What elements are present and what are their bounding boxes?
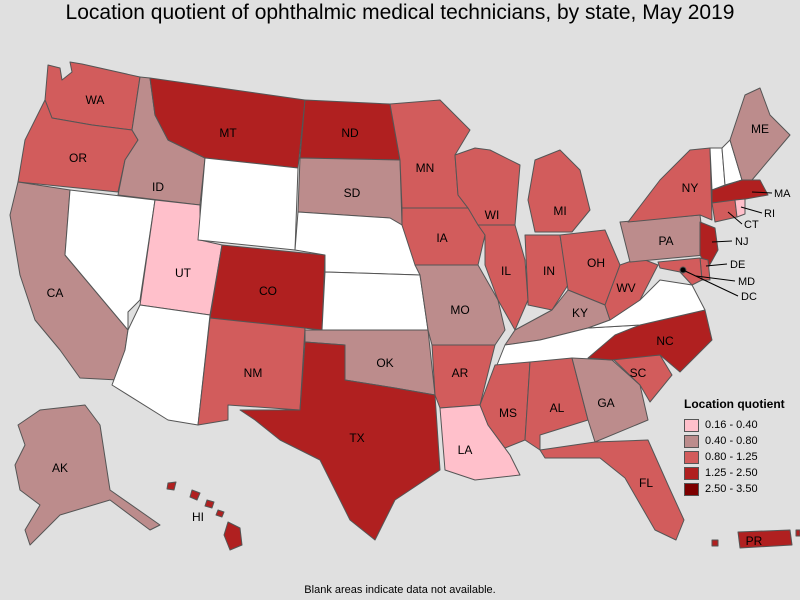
label-ky: KY [572,306,588,320]
legend-title: Location quotient [684,397,785,411]
legend-label: 1.25 - 2.50 [705,467,758,479]
label-ca: CA [47,286,64,300]
legend: Location quotient 0.16 - 0.40 0.40 - 0.8… [684,397,796,497]
state-ct[interactable] [711,199,738,223]
state-ak[interactable] [14,404,161,546]
label-wi: WI [485,208,500,222]
label-ri: RI [764,208,775,220]
label-nm: NM [244,366,263,380]
state-tx[interactable] [239,341,441,541]
state-ny[interactable] [627,147,713,223]
label-wa: WA [86,93,105,107]
label-ok: OK [376,356,393,370]
legend-swatch [684,434,699,448]
footnote: Blank areas indicate data not available. [304,584,496,596]
label-ut: UT [175,266,192,280]
label-ga: GA [597,396,614,410]
label-nd: ND [341,126,359,140]
state-ks[interactable] [321,271,429,331]
label-id: ID [152,180,164,194]
legend-swatch [684,482,699,496]
state-fl[interactable] [539,439,685,541]
label-ia: IA [436,231,447,245]
label-in: IN [543,264,555,278]
legend-swatch [684,450,699,464]
label-pr: PR [746,534,763,548]
legend-swatch [684,418,699,432]
legend-item: 0.80 - 1.25 [684,449,796,465]
state-nm[interactable] [197,317,306,426]
label-ak: AK [52,461,68,475]
label-de: DE [730,259,745,271]
label-al: AL [550,401,565,415]
label-pa: PA [658,234,673,248]
label-il: IL [501,264,511,278]
label-fl: FL [639,476,653,490]
legend-swatch [684,466,699,480]
state-wv[interactable] [604,257,659,321]
label-la: LA [458,443,473,457]
state-ri[interactable] [734,198,746,218]
label-dc: DC [741,291,757,303]
state-nc[interactable] [587,309,713,373]
label-ms: MS [499,406,517,420]
label-ma: MA [774,188,791,200]
label-mn: MN [416,161,435,175]
state-pr[interactable] [711,529,800,549]
legend-item: 2.50 - 3.50 [684,481,796,497]
legend-label: 0.16 - 0.40 [705,419,758,431]
label-ar: AR [452,366,469,380]
callout-leaders [682,191,773,297]
label-ct: CT [744,219,759,231]
label-ny: NY [682,181,699,195]
label-co: CO [259,284,277,298]
state-hi[interactable] [166,481,243,551]
map-title: Location quotient of ophthalmic medical … [65,1,735,24]
legend-item: 0.16 - 0.40 [684,417,796,433]
label-sc: SC [630,366,647,380]
label-md: MD [738,276,755,288]
state-wy[interactable] [197,157,299,251]
label-wv: WV [616,281,635,295]
legend-label: 0.40 - 0.80 [705,435,758,447]
label-or: OR [69,151,87,165]
label-oh: OH [587,256,605,270]
label-mt: MT [219,126,237,140]
label-mo: MO [450,303,469,317]
legend-item: 0.40 - 0.80 [684,433,796,449]
label-tx: TX [349,431,364,445]
state-nj[interactable] [699,221,719,269]
label-me: ME [751,122,769,136]
label-sd: SD [344,186,361,200]
legend-label: 2.50 - 3.50 [705,483,758,495]
state-mi[interactable] [527,149,591,233]
label-mi: MI [553,204,566,218]
legend-item: 1.25 - 2.50 [684,465,796,481]
label-hi: HI [192,510,204,524]
label-nj: NJ [735,236,748,248]
legend-label: 0.80 - 1.25 [705,451,758,463]
label-nc: NC [656,334,674,348]
